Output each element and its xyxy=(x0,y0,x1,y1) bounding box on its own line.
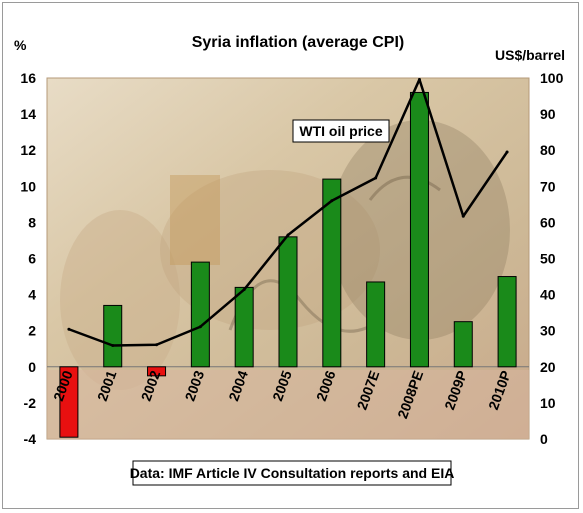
inflation-bar xyxy=(497,276,517,368)
oil-price-line xyxy=(67,77,509,348)
oil-price-point xyxy=(505,150,509,154)
inflation-bar xyxy=(453,321,473,368)
right-tick-label: 30 xyxy=(540,323,556,339)
line-legend-label: WTI oil price xyxy=(299,123,382,139)
chart-title: Syria inflation (average CPI) xyxy=(192,34,405,51)
left-tick-label: 0 xyxy=(28,359,36,375)
left-tick-label: 4 xyxy=(28,287,36,303)
right-tick-label: 70 xyxy=(540,178,556,194)
right-tick-label: 20 xyxy=(540,359,556,375)
left-tick-label: 2 xyxy=(28,323,36,339)
inflation-bar xyxy=(190,261,210,368)
oil-price-point xyxy=(67,327,71,331)
oil-price-point xyxy=(198,325,202,329)
right-tick-label: 100 xyxy=(540,70,564,86)
right-tick-label: 40 xyxy=(540,287,556,303)
oil-price-point xyxy=(111,344,115,348)
left-axis-label: % xyxy=(14,37,27,53)
left-tick-label: -4 xyxy=(24,431,37,447)
source-note: Data: IMF Article IV Consultation report… xyxy=(130,465,455,481)
right-tick-label: 80 xyxy=(540,142,556,158)
oil-price-point xyxy=(461,214,465,218)
inflation-bar xyxy=(366,281,386,368)
inflation-bar xyxy=(103,304,123,368)
source-note-box xyxy=(132,460,452,486)
oil-price-point xyxy=(286,233,290,237)
inflation-bar xyxy=(147,366,167,377)
left-tick-label: 8 xyxy=(28,214,36,230)
left-tick-label: 12 xyxy=(20,142,36,158)
right-axis: 0 10 20 30 40 50 60 70 80 90 100 xyxy=(540,70,564,447)
inflation-bar xyxy=(234,286,254,368)
right-tick-label: 90 xyxy=(540,106,556,122)
left-axis: -4 -2 0 2 4 6 8 10 12 14 16 xyxy=(20,70,529,447)
right-tick-label: 60 xyxy=(540,214,556,230)
left-tick-label: 16 xyxy=(20,70,36,86)
right-tick-label: 0 xyxy=(540,431,548,447)
oil-price-point xyxy=(417,77,421,81)
inflation-bar xyxy=(278,236,298,368)
right-tick-label: 10 xyxy=(540,395,556,411)
oil-price-point xyxy=(374,176,378,180)
left-tick-label: 10 xyxy=(20,178,36,194)
oil-price-point xyxy=(242,288,246,292)
bar-series xyxy=(59,91,517,438)
oil-price-point xyxy=(155,343,159,347)
left-tick-label: 14 xyxy=(20,106,36,122)
right-tick-label: 50 xyxy=(540,251,556,267)
inflation-bar xyxy=(322,178,342,368)
inflation-bar xyxy=(409,91,429,368)
inflation-bar xyxy=(59,366,79,438)
right-axis-label: US$/barrel xyxy=(495,47,565,63)
line-legend-box xyxy=(292,119,390,143)
left-tick-label: -2 xyxy=(24,395,37,411)
oil-price-point xyxy=(330,199,334,203)
left-tick-label: 6 xyxy=(28,251,36,267)
